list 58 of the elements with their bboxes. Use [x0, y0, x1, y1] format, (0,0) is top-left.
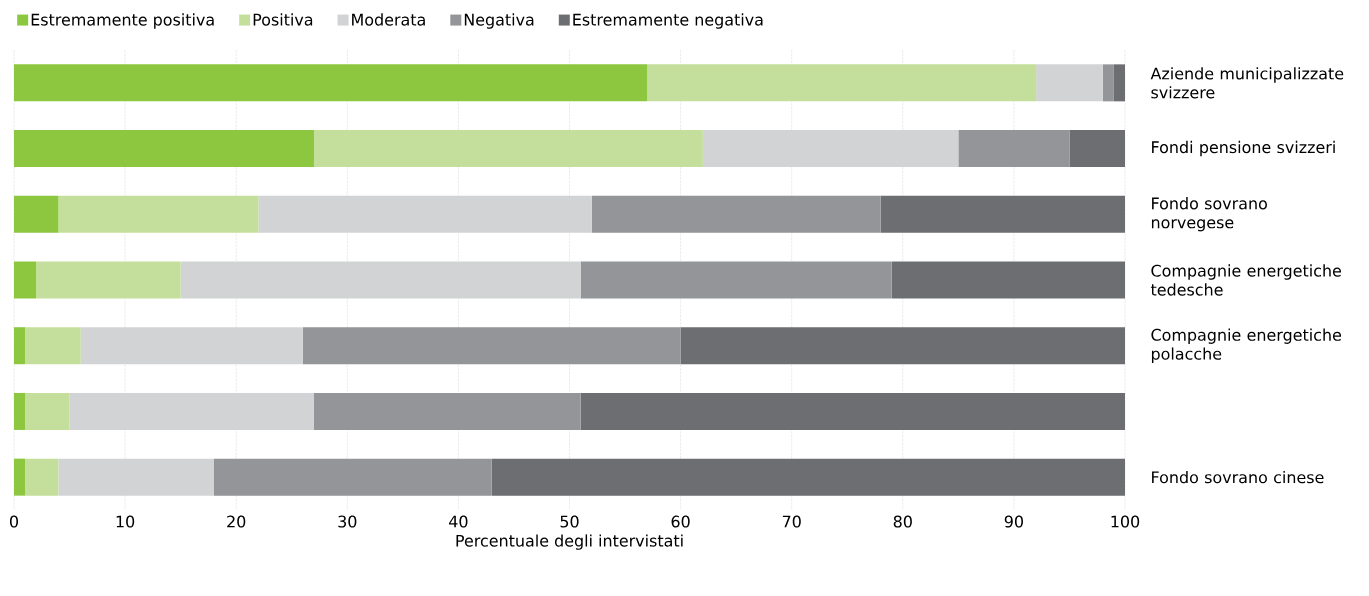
bar [580, 261, 892, 299]
bar [14, 64, 648, 102]
bar [14, 392, 26, 430]
bar [680, 327, 1126, 365]
bar [1069, 130, 1126, 168]
x-tick-label: 70 [782, 515, 801, 528]
bar [14, 327, 26, 365]
legend-label: Moderata [352, 13, 425, 26]
bar [25, 392, 70, 430]
bar [80, 327, 303, 365]
x-axis-title: Percentuale degli intervistati [456, 534, 683, 550]
bar [25, 458, 59, 496]
legend-label: Estremamente positiva [31, 13, 214, 29]
bar [702, 130, 959, 168]
bar [1036, 64, 1103, 102]
bar [1102, 64, 1114, 102]
bar [647, 64, 1037, 102]
x-tick-label: 20 [227, 515, 246, 528]
bar [302, 327, 681, 365]
bar [880, 195, 1126, 233]
bar [491, 458, 1126, 496]
x-tick-label: 30 [338, 515, 357, 528]
bar [69, 392, 314, 430]
x-tick-label: 10 [116, 515, 135, 528]
bar [14, 458, 26, 496]
y-tick-label: Compagnie energetiche tedesche [1150, 264, 1342, 296]
y-tick-label: Fondi pensione svizzeri [1152, 140, 1335, 157]
bar [180, 261, 581, 299]
y-tick-label: Aziende municipalizzate svizzere [1150, 67, 1344, 99]
x-tick-label: 80 [893, 515, 912, 528]
legend-label: Negativa [464, 13, 534, 29]
bar [25, 327, 81, 365]
bar [14, 130, 314, 168]
y-tick-label: Fondo sovrano norvegese [1151, 197, 1267, 232]
bar [958, 130, 1070, 168]
y-tick-label: Compagnie energetiche polacche [1151, 328, 1342, 363]
bar [313, 392, 581, 430]
bar [58, 458, 214, 496]
x-tick-label: 90 [1004, 515, 1023, 528]
bar [591, 195, 881, 233]
bar [14, 195, 59, 233]
x-tick-label: 50 [560, 515, 579, 528]
bar [58, 195, 259, 233]
bar [213, 458, 492, 496]
x-tick-label: 0 [9, 515, 19, 528]
x-tick-label: 60 [671, 515, 690, 528]
x-tick-label: 40 [449, 515, 468, 528]
bar [580, 392, 1126, 430]
bar [14, 261, 37, 299]
legend-label: Positiva [253, 13, 313, 26]
bar [1113, 64, 1126, 102]
legend-label: Estremamente negativa [573, 13, 763, 29]
y-tick-label: Fondo sovrano cinese [1152, 470, 1324, 484]
bar [258, 195, 592, 233]
bar [313, 130, 703, 168]
x-tick-label: 100 [1111, 515, 1140, 528]
bar [891, 261, 1126, 299]
bar [36, 261, 181, 299]
